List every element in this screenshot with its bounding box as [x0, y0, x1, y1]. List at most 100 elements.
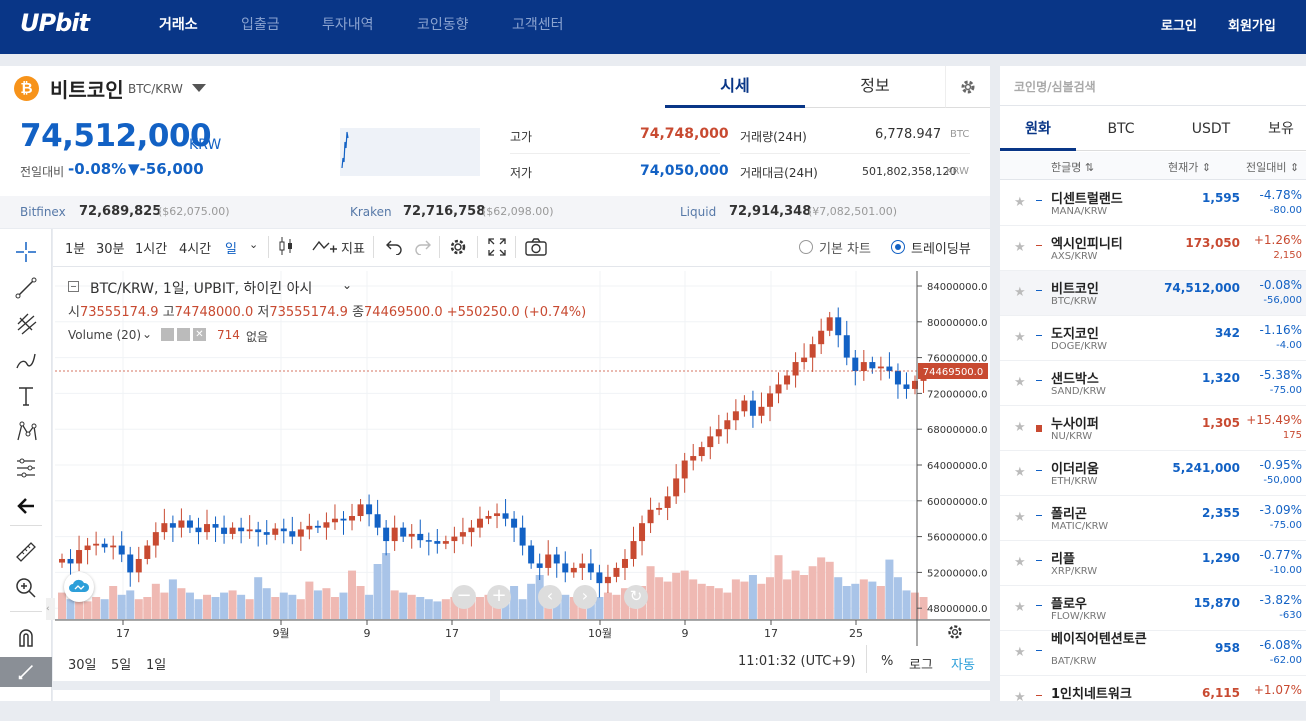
nav-coin-trends[interactable]: 코인동향	[417, 17, 469, 33]
coin-row[interactable]: ★ 샌드박스 SAND/KRW 1,320 -5.38% -75.00	[1000, 361, 1306, 406]
indicator-button[interactable]: 지표	[341, 242, 365, 257]
tab-usdt[interactable]: USDT	[1166, 107, 1256, 151]
tab-btc[interactable]: BTC	[1076, 107, 1166, 151]
axis-settings-gear-icon[interactable]	[946, 623, 964, 645]
volume-chevron-icon[interactable]: ⌄	[142, 327, 153, 341]
scroll-right-icon[interactable]: ›	[573, 585, 597, 609]
volume-bar	[484, 594, 493, 619]
basic-chart-label[interactable]: 기본 차트	[819, 242, 871, 257]
favorite-star-icon[interactable]: ★	[1014, 600, 1026, 615]
coin-row[interactable]: ★ 디센트럴랜드 MANA/KRW 1,595 -4.78% -80.00	[1000, 181, 1306, 226]
coin-dropdown-chevron-icon[interactable]	[192, 84, 206, 92]
volume-bar	[919, 597, 928, 619]
upbit-logo[interactable]: UPbit	[20, 9, 90, 37]
indicator-icon[interactable]	[312, 238, 338, 258]
tab-market-price[interactable]: 시세	[665, 66, 805, 108]
favorite-star-icon[interactable]: ★	[1014, 240, 1026, 255]
coin-row[interactable]: ★ 1인치네트워크 6,115 +1.07%	[1000, 676, 1306, 721]
coin-row[interactable]: ★ 누사이퍼 NU/KRW 1,305 +15.49% 175	[1000, 406, 1306, 451]
collapse-legend-icon[interactable]	[68, 281, 79, 292]
nav-exchange[interactable]: 거래소	[159, 17, 198, 33]
cloud-save-icon[interactable]	[64, 572, 94, 602]
chart-settings-gear-icon[interactable]	[448, 237, 468, 261]
remove-study-icon[interactable]: ✕	[193, 328, 206, 341]
interval-dropdown-icon[interactable]: ⌄	[249, 238, 259, 251]
collapse-toolbar-icon[interactable]: ‹	[46, 598, 55, 620]
crosshair-icon[interactable]	[0, 237, 52, 267]
interval-1min[interactable]: 1분	[65, 242, 86, 257]
undo-icon[interactable]	[385, 239, 403, 259]
coin-row[interactable]: ★ 엑시인피니티 AXS/KRW 173,050 +1.26% 2,150	[1000, 226, 1306, 271]
nav-deposit-withdraw[interactable]: 입출금	[241, 17, 280, 33]
pattern-icon[interactable]	[0, 417, 52, 447]
tab-krw[interactable]: 원화	[1000, 107, 1076, 151]
settings-gear-icon[interactable]	[945, 66, 990, 108]
reset-chart-icon[interactable]: ↻	[624, 585, 648, 609]
favorite-star-icon[interactable]: ★	[1014, 195, 1026, 210]
range-5days[interactable]: 5일	[111, 658, 132, 673]
eye-icon[interactable]	[161, 328, 174, 341]
favorite-star-icon[interactable]: ★	[1014, 510, 1026, 525]
interval-day[interactable]: 일	[225, 242, 237, 257]
range-1day[interactable]: 1일	[146, 658, 167, 673]
tradingview-label[interactable]: 트레이딩뷰	[911, 242, 971, 257]
nav-customer-center[interactable]: 고객센터	[512, 17, 564, 33]
col-change[interactable]: 전일대비 ⇕	[1246, 161, 1300, 174]
coin-search-box[interactable]: 코인명/심볼검색	[1000, 66, 1306, 106]
fib-tool-icon[interactable]	[0, 309, 52, 339]
study-settings-icon[interactable]	[177, 328, 190, 341]
coin-row[interactable]: ★ 비트코인 BTC/KRW 74,512,000 -0.08% -56,000	[1000, 271, 1306, 316]
favorite-star-icon[interactable]: ★	[1014, 420, 1026, 435]
trend-line-icon[interactable]	[0, 273, 52, 303]
tab-holdings[interactable]: 보유	[1256, 107, 1306, 151]
favorite-star-icon[interactable]: ★	[1014, 375, 1026, 390]
price-chart-canvas[interactable]: 84000000.0 80000000.0 76000000.0 72000000.0…	[55, 271, 990, 646]
coin-row[interactable]: ★ 리플 XRP/KRW 1,290 -0.77% -10.00	[1000, 541, 1306, 586]
redo-icon[interactable]	[414, 239, 432, 259]
back-arrow-icon[interactable]	[0, 491, 52, 521]
coin-row[interactable]: ★ 플로우 FLOW/KRW 15,870 -3.82% -630	[1000, 586, 1306, 631]
col-price[interactable]: 현재가 ⇕	[1168, 161, 1212, 174]
zoom-out-icon[interactable]: −	[452, 585, 476, 609]
signup-link[interactable]: 회원가입	[1228, 19, 1276, 34]
zoom-in-icon[interactable]	[0, 573, 52, 603]
favorite-star-icon[interactable]: ★	[1014, 690, 1026, 705]
favorite-star-icon[interactable]: ★	[1014, 330, 1026, 345]
login-link[interactable]: 로그인	[1161, 19, 1197, 34]
log-scale-toggle[interactable]: 로그	[909, 658, 933, 673]
favorite-star-icon[interactable]: ★	[1014, 285, 1026, 300]
range-30days[interactable]: 30일	[68, 658, 97, 673]
scroll-left-icon[interactable]: ‹	[538, 585, 562, 609]
legend-chevron-icon[interactable]: ⌄	[342, 278, 353, 292]
auto-scale-toggle[interactable]: 자동	[951, 658, 975, 673]
tradingview-radio[interactable]	[891, 240, 905, 254]
text-tool-icon[interactable]	[0, 381, 52, 411]
zoom-in-chart-icon[interactable]: +	[487, 585, 511, 609]
basic-chart-radio[interactable]	[799, 240, 813, 254]
tab-info[interactable]: 정보	[805, 66, 945, 108]
fullscreen-icon[interactable]	[488, 238, 506, 260]
percent-scale-toggle[interactable]: %	[881, 654, 894, 669]
favorite-star-icon[interactable]: ★	[1014, 465, 1026, 480]
prediction-tool-icon[interactable]	[0, 453, 52, 483]
volume-study-label[interactable]: Volume (20)	[68, 328, 142, 342]
coin-row[interactable]: ★ 이더리움 ETH/KRW 5,241,000 -0.95% -50,000	[1000, 451, 1306, 496]
candle-type-icon[interactable]	[277, 235, 295, 261]
interval-4hour[interactable]: 4시간	[179, 242, 212, 257]
nav-investments[interactable]: 투자내역	[322, 17, 374, 33]
coin-change-pct: -4.78%	[1259, 188, 1302, 202]
col-name[interactable]: 한글명 ⇅	[1051, 161, 1095, 174]
coin-row[interactable]: ★ 베이직어텐션토큰 BAT/KRW 958 -6.08% -62.00	[1000, 631, 1306, 676]
favorite-star-icon[interactable]: ★	[1014, 645, 1026, 660]
coin-row[interactable]: ★ 폴리곤 MATIC/KRW 2,355 -3.09% -75.00	[1000, 496, 1306, 541]
brush-icon[interactable]	[0, 345, 52, 375]
clock-time[interactable]: 11:01:32 (UTC+9)	[738, 654, 856, 669]
interval-30min[interactable]: 30분	[96, 242, 125, 257]
magnet-icon[interactable]	[0, 623, 52, 653]
camera-icon[interactable]	[525, 238, 547, 260]
coin-row[interactable]: ★ 도지코인 DOGE/KRW 342 -1.16% -4.00	[1000, 316, 1306, 361]
interval-1hour[interactable]: 1시간	[135, 242, 168, 257]
ruler-icon[interactable]	[0, 537, 52, 567]
stay-drawing-icon[interactable]	[0, 657, 52, 687]
favorite-star-icon[interactable]: ★	[1014, 555, 1026, 570]
